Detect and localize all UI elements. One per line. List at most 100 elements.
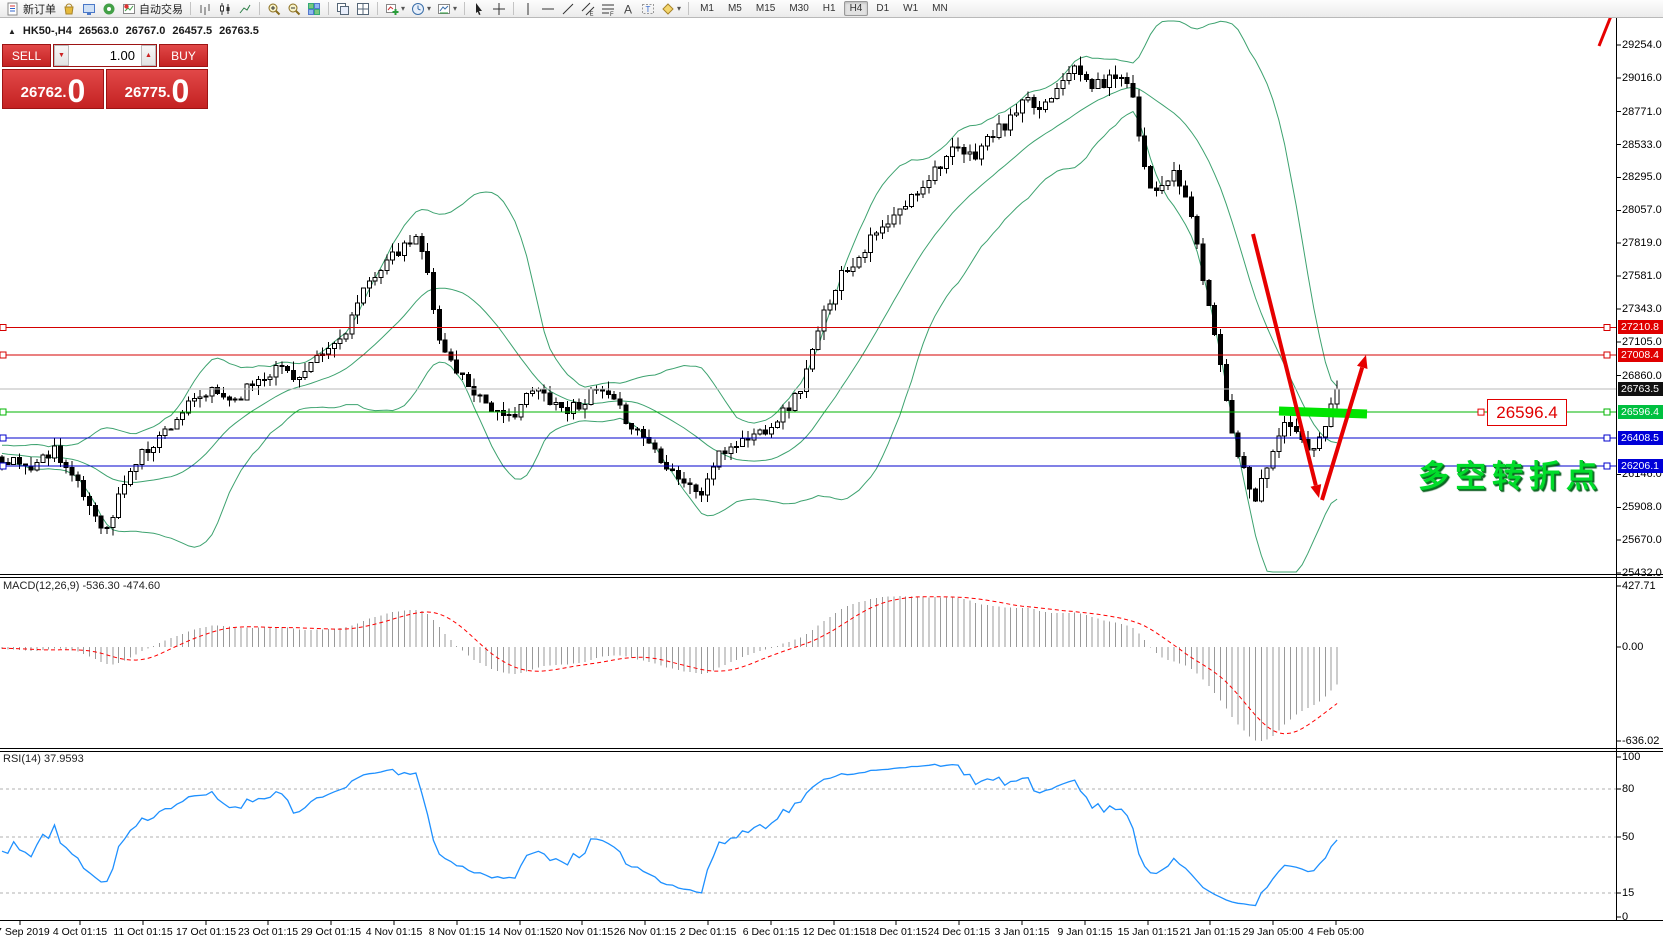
arrange-auto-button[interactable] xyxy=(334,1,352,17)
toolbar-separator xyxy=(328,2,329,15)
periods-icon xyxy=(412,2,425,15)
trend-arrows[interactable] xyxy=(1251,233,1368,501)
cursor-button[interactable] xyxy=(470,1,488,17)
text-button[interactable]: A xyxy=(619,1,637,17)
rsi-level-lines xyxy=(0,788,1616,894)
timeframe-m30[interactable]: M30 xyxy=(789,3,809,14)
equidistant-channel-button[interactable]: E xyxy=(579,1,597,17)
timeframe-w1[interactable]: W1 xyxy=(903,3,919,14)
timeframe-m1[interactable]: M1 xyxy=(700,3,714,14)
chart-line-button[interactable] xyxy=(236,1,254,17)
time-tick: 2 Dec 01:15 xyxy=(679,926,737,938)
macd-histogram xyxy=(1,596,1338,741)
new-order-button[interactable]: 新订单 xyxy=(4,1,58,17)
volume-input[interactable]: 1.00 xyxy=(109,48,135,63)
horizontal-line-button[interactable] xyxy=(539,1,557,17)
bucket-button[interactable] xyxy=(60,1,78,17)
auto-trading-button[interactable]: 自动交易 xyxy=(120,1,185,17)
signal-button[interactable] xyxy=(100,1,118,17)
support-zone-bar[interactable] xyxy=(1278,406,1368,419)
toolbar-separator xyxy=(688,2,690,15)
periods-button[interactable]: ▾ xyxy=(409,1,433,17)
timeframe-m5[interactable]: M5 xyxy=(727,3,742,14)
indicators-icon xyxy=(386,3,399,15)
chart-line-icon xyxy=(239,4,251,13)
toolbar-button-label: 自动交易 xyxy=(139,3,183,16)
pivot-annotation-text[interactable]: 多空转折点 xyxy=(1418,459,1603,494)
price-tick: 25432.0 xyxy=(1622,567,1662,579)
auto-trading-icon xyxy=(123,3,135,14)
arrange-grid-button[interactable] xyxy=(354,1,372,17)
svg-text:F: F xyxy=(610,12,614,16)
timeframe-m15[interactable]: M15 xyxy=(755,3,776,14)
time-tick: 4 Oct 01:15 xyxy=(52,926,108,938)
chart-bars-button[interactable] xyxy=(196,1,214,17)
arrange-auto-icon xyxy=(337,2,349,15)
price-badge: 26763.5 xyxy=(1618,382,1663,397)
timeframe-h1[interactable]: H1 xyxy=(822,3,836,14)
sell-price[interactable]: 26762. 0 xyxy=(2,69,104,109)
chart-candles-button[interactable] xyxy=(216,1,234,17)
time-tick: 20 Nov 01:15 xyxy=(550,926,614,938)
toolbar-button-label: 新订单 xyxy=(23,3,56,16)
market-watch-button[interactable] xyxy=(80,1,98,17)
shapes-button[interactable]: ▾ xyxy=(659,1,683,17)
time-tick: 23 Oct 01:15 xyxy=(237,926,299,938)
zoom-out-button[interactable] xyxy=(285,1,303,17)
price-tick: 28771.0 xyxy=(1622,105,1662,118)
text-label-button[interactable]: T xyxy=(639,1,657,17)
volume-down-button[interactable]: ▼ xyxy=(54,45,69,66)
price-badge: 26206.1 xyxy=(1618,459,1663,474)
chevron-down-icon[interactable]: ▾ xyxy=(677,4,682,13)
fibonacci-button[interactable]: F xyxy=(599,1,617,17)
time-tick: 27 Sep 2019 xyxy=(0,926,50,938)
crosshair-button[interactable] xyxy=(490,1,508,17)
zoom-in-button[interactable] xyxy=(265,1,283,17)
indicators-button[interactable]: ▾ xyxy=(383,1,407,17)
price-tick: 28295.0 xyxy=(1622,171,1662,184)
rsi-line xyxy=(1,763,1338,907)
timeframe-d1[interactable]: D1 xyxy=(876,3,890,14)
signal-icon xyxy=(103,3,115,14)
toolbar-separator xyxy=(513,2,515,15)
toolbar: 新订单 自动交易 ▾ ▾ ▾ E F A T ▾ M1 M5 M15 M30 H1 H4 D1 W1 MN xyxy=(0,0,1663,18)
time-tick: 8 Nov 01:15 xyxy=(428,926,486,938)
buy-price[interactable]: 26775. 0 xyxy=(106,69,208,109)
chevron-down-icon[interactable]: ▾ xyxy=(401,4,406,13)
trendline-button[interactable] xyxy=(559,1,577,17)
sell-price-dot: . xyxy=(62,84,67,101)
price-tag-anchor[interactable] xyxy=(1477,408,1485,416)
chevron-down-icon[interactable]: ▾ xyxy=(453,4,458,13)
vertical-line-icon xyxy=(527,2,529,15)
bucket-icon xyxy=(64,3,74,14)
ohlc-close: 26763.5 xyxy=(219,25,259,37)
ohlc-low: 26457.5 xyxy=(172,25,213,37)
buy-price-main: 26775 xyxy=(124,84,167,101)
horizontal-line-objects[interactable] xyxy=(0,323,1616,470)
templates-button[interactable]: ▾ xyxy=(435,1,459,17)
time-tick: 18 Dec 01:15 xyxy=(864,926,928,938)
time-tick: 6 Dec 01:15 xyxy=(742,926,800,938)
timeframe-h4[interactable]: H4 xyxy=(843,1,869,16)
sell-button[interactable]: SELL xyxy=(2,44,51,67)
rsi-axis-tick: 50 xyxy=(1622,831,1635,843)
timeframe-mn[interactable]: MN xyxy=(932,3,948,14)
time-tick: 4 Feb 05:00 xyxy=(1307,926,1365,938)
chevron-down-icon[interactable]: ▾ xyxy=(427,4,432,13)
one-click-trading-widget: SELL ▼ 1.00 ▲ BUY 26762. 0 26775. 0 xyxy=(2,44,208,109)
macd-axis-tick: -636.02 xyxy=(1622,735,1660,747)
price-tick: 27343.0 xyxy=(1622,303,1662,315)
price-badge: 26596.4 xyxy=(1618,405,1663,420)
price-tick: 29254.0 xyxy=(1622,39,1662,51)
horizontal-line-icon xyxy=(542,8,555,9)
tile-windows-button[interactable] xyxy=(305,1,323,17)
price-callout-box[interactable]: 26596.4 xyxy=(1487,399,1567,426)
buy-button[interactable]: BUY xyxy=(159,44,208,67)
price-badge: 27008.4 xyxy=(1618,348,1663,363)
vertical-line-button[interactable] xyxy=(519,1,537,17)
bollinger-bands xyxy=(1,20,1338,573)
volume-up-button[interactable]: ▲ xyxy=(141,45,156,66)
collapse-triangle-icon[interactable]: ▲ xyxy=(8,26,16,36)
price-badge: 26408.5 xyxy=(1618,431,1663,446)
rsi-axis-tick: 100 xyxy=(1622,751,1641,763)
